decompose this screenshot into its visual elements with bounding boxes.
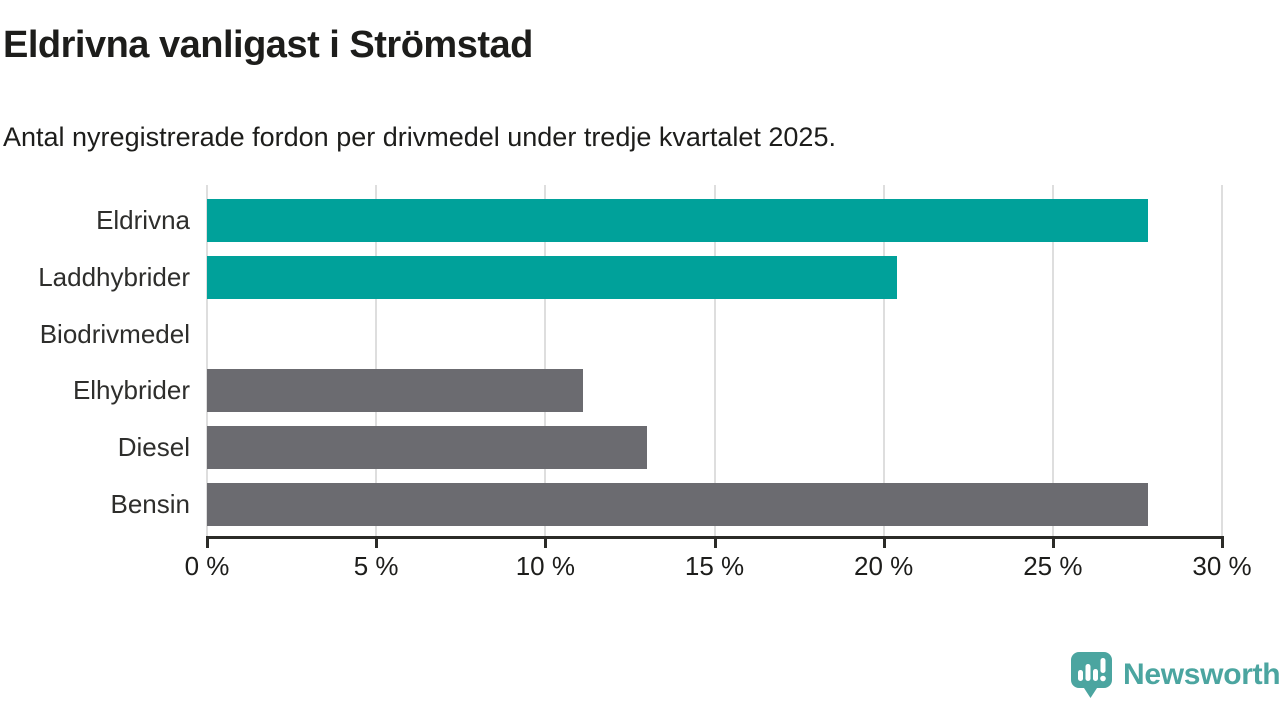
x-axis-tick	[375, 539, 379, 548]
x-axis-tick-label: 10 %	[515, 551, 575, 581]
bar-row-bensin: Bensin	[111, 483, 1222, 526]
chart-subtitle: Antal nyregistrerade fordon per drivmede…	[3, 122, 836, 152]
bar-row-eldrivna: Eldrivna	[96, 199, 1222, 242]
x-axis-tick-label: 15 %	[684, 551, 745, 581]
gridline-5pct	[375, 185, 378, 536]
x-axis-tick	[206, 539, 209, 548]
bar-row-laddhybrider: Laddhybrider	[38, 255, 1222, 299]
category-label: Biodrivmedel	[39, 318, 190, 349]
bar-chart-plot-area: Eldrivna Laddhybrider Biodrivmedel Elhyb…	[38, 185, 1252, 581]
gridline-25pct	[1051, 185, 1054, 536]
category-label: Elhybrider	[72, 375, 190, 406]
x-axis-line	[206, 536, 1224, 539]
page-title: Eldrivna vanligast i Strömstad	[3, 24, 533, 66]
newsworthy-speech-bubble-chart-icon	[1070, 651, 1113, 699]
newsworthy-brand-name: Newsworthy	[1123, 658, 1280, 691]
category-label: Bensin	[110, 489, 191, 519]
x-axis-tick-label: 25 %	[1023, 551, 1083, 581]
category-label: Eldrivna	[96, 205, 190, 235]
x-axis-tick	[713, 539, 717, 548]
x-axis-tick-label: 0 %	[184, 551, 230, 581]
gridline-30pct	[1221, 185, 1223, 536]
bar-bensin	[207, 483, 1148, 526]
bar-row-diesel: Diesel	[118, 426, 1222, 470]
category-label: Diesel	[117, 432, 190, 463]
x-axis-tick-label: 30 %	[1192, 551, 1252, 581]
bar-laddhybrider	[207, 255, 898, 299]
gridline-10pct	[544, 185, 547, 536]
bar-row-elhybrider: Elhybrider	[73, 369, 1222, 413]
newsworthy-brand-link[interactable]: Newsworthy	[1070, 651, 1280, 699]
bar-row-biodrivmedel: Biodrivmedel	[40, 313, 1222, 356]
x-axis-tick-label: 5 %	[353, 551, 399, 581]
x-axis-tick	[544, 539, 548, 548]
x-axis-tick	[1051, 539, 1055, 548]
bar-elhybrider	[207, 369, 583, 413]
gridline-20pct	[882, 185, 885, 536]
x-axis-tick-label: 20 %	[854, 551, 914, 581]
x-axis-tick	[882, 539, 886, 548]
gridline-15pct	[713, 185, 716, 536]
gridline-0pct	[206, 185, 208, 536]
x-axis-tick	[1221, 539, 1224, 548]
bar-diesel	[207, 426, 647, 470]
bar-eldrivna	[207, 199, 1148, 242]
category-label: Laddhybrider	[38, 261, 190, 292]
